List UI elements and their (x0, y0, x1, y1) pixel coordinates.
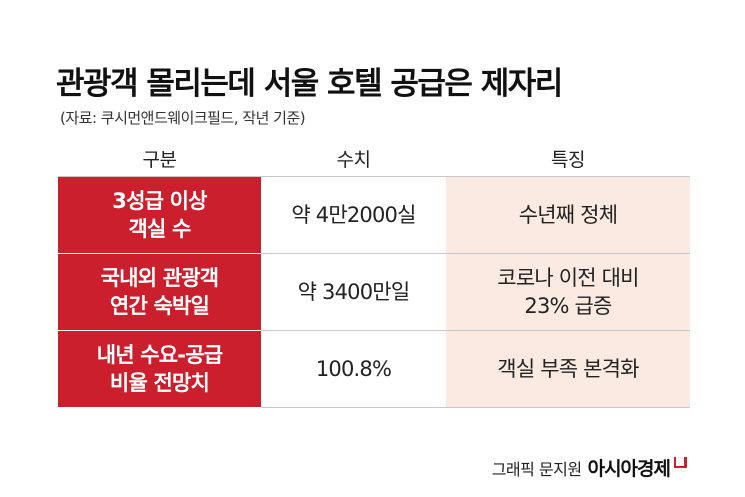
table-header-row: 구분 수치 특징 (58, 140, 690, 177)
row-value: 약 4만2000실 (291, 203, 416, 227)
row-label: 국내외 관광객 연간 숙박일 (58, 254, 261, 331)
table-row: 3성급 이상 객실 수 약 4만2000실 수년째 정체 (58, 177, 690, 254)
source-note: (자료: 쿠시먼앤드웨이크필드, 작년 기준) (60, 109, 306, 127)
brand-name: 아시아경제 (587, 458, 671, 480)
table-row: 내년 수요-공급 비율 전망치 100.8% 객실 부족 본격화 (58, 331, 690, 408)
headline: 관광객 몰리는데 서울 호텔 공급은 제자리 (56, 66, 563, 102)
graphic-credit: 그래픽 문지원 (491, 459, 582, 479)
brand-logo-icon (674, 457, 687, 468)
header-category: 구분 (142, 148, 177, 171)
data-table: 구분 수치 특징 3성급 이상 객실 수 약 4만2000실 수년째 정체 국내… (58, 140, 690, 408)
row-label: 3성급 이상 객실 수 (58, 177, 261, 254)
row-feature: 객실 부족 본격화 (446, 331, 690, 407)
row-feature: 코로나 이전 대비 23% 급증 (446, 254, 690, 330)
credit-line: 그래픽 문지원 아시아경제 (492, 454, 687, 481)
header-value: 수치 (336, 148, 371, 171)
row-value: 100.8% (315, 357, 392, 381)
table-row: 국내외 관광객 연간 숙박일 약 3400만일 코로나 이전 대비 23% 급증 (58, 254, 690, 331)
row-label: 내년 수요-공급 비율 전망치 (58, 331, 261, 408)
header-feature: 특징 (551, 148, 585, 171)
row-feature: 수년째 정체 (446, 177, 690, 253)
row-value: 약 3400만일 (297, 280, 410, 304)
